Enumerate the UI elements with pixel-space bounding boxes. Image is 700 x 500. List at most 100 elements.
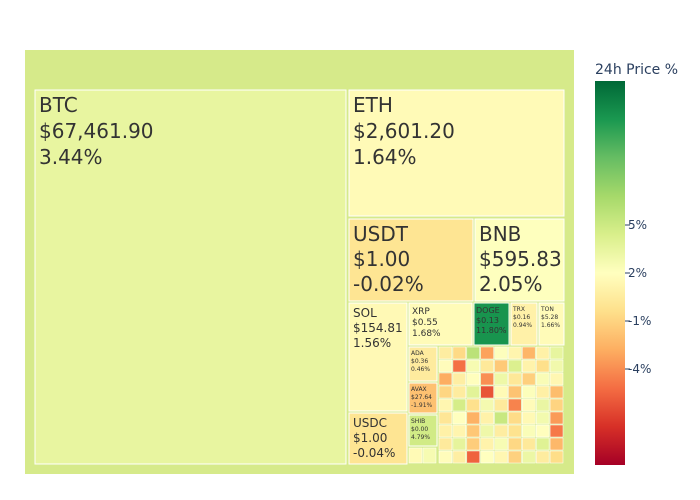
small-tile[interactable] <box>438 372 453 386</box>
small-tile[interactable] <box>535 398 550 412</box>
small-tile[interactable] <box>522 450 536 464</box>
small-tile[interactable] <box>438 398 453 412</box>
small-tile[interactable] <box>452 385 467 399</box>
small-tile[interactable] <box>508 398 522 412</box>
small-tile[interactable] <box>508 359 522 373</box>
small-tile[interactable] <box>480 411 494 425</box>
small-tile[interactable] <box>466 437 480 451</box>
small-tile[interactable] <box>480 359 494 373</box>
small-tile[interactable] <box>494 437 508 451</box>
small-tile[interactable] <box>452 359 467 373</box>
small-tile[interactable] <box>480 437 494 451</box>
small-tile[interactable] <box>549 359 564 373</box>
small-tile[interactable] <box>438 346 453 360</box>
small-tile[interactable] <box>522 346 536 360</box>
small-tile[interactable] <box>508 450 522 464</box>
tile-sol[interactable] <box>348 302 408 412</box>
small-tile[interactable] <box>452 372 467 386</box>
small-tile[interactable] <box>549 372 564 386</box>
small-tile[interactable] <box>494 424 508 438</box>
tile-shib[interactable] <box>408 414 438 447</box>
small-tile[interactable] <box>494 372 508 386</box>
tile-avax[interactable] <box>408 382 438 414</box>
small-tile[interactable] <box>466 346 480 360</box>
small-tile[interactable] <box>549 411 564 425</box>
tile-xrp[interactable] <box>408 302 473 346</box>
small-tile[interactable] <box>452 437 467 451</box>
small-tile[interactable] <box>535 372 550 386</box>
small-tile[interactable] <box>494 411 508 425</box>
tile-eth[interactable] <box>348 89 565 217</box>
small-tile[interactable] <box>508 346 522 360</box>
small-tile[interactable] <box>438 385 453 399</box>
small-tile[interactable] <box>480 450 494 464</box>
small-tile[interactable] <box>549 346 564 360</box>
small-tile[interactable] <box>535 346 550 360</box>
small-tile[interactable] <box>452 424 467 438</box>
small-tile[interactable] <box>549 398 564 412</box>
small-tile[interactable] <box>466 398 480 412</box>
small-tile[interactable] <box>494 385 508 399</box>
tile-usdc[interactable] <box>348 412 408 465</box>
small-tile[interactable] <box>480 372 494 386</box>
small-tile[interactable] <box>452 411 467 425</box>
small-tile[interactable] <box>466 411 480 425</box>
small-tile[interactable] <box>452 398 467 412</box>
small-tile[interactable] <box>535 411 550 425</box>
small-tile[interactable] <box>494 450 508 464</box>
small-tile[interactable] <box>549 450 564 464</box>
small-tile[interactable] <box>522 424 536 438</box>
small-tile[interactable] <box>438 411 453 425</box>
small-tile[interactable] <box>494 359 508 373</box>
small-tile[interactable] <box>466 372 480 386</box>
small-tile[interactable] <box>522 359 536 373</box>
small-tile[interactable] <box>480 385 494 399</box>
small-tile[interactable] <box>466 424 480 438</box>
small-tile[interactable] <box>480 398 494 412</box>
small-tile[interactable] <box>494 398 508 412</box>
small-tile[interactable] <box>535 424 550 438</box>
colorbar-gradient <box>595 81 625 465</box>
small-tile[interactable] <box>522 398 536 412</box>
small-tile[interactable] <box>522 437 536 451</box>
small-tile[interactable] <box>549 424 564 438</box>
small-tile[interactable] <box>535 359 550 373</box>
tile-ton[interactable] <box>538 302 565 346</box>
small-tile[interactable] <box>438 359 453 373</box>
tile-bnb[interactable] <box>474 218 565 302</box>
tile-usdc-symbol: USDC <box>353 416 387 430</box>
small-tile[interactable] <box>508 385 522 399</box>
small-tile[interactable] <box>480 424 494 438</box>
tile-doge[interactable] <box>473 302 510 346</box>
small-tile[interactable] <box>466 359 480 373</box>
small-tile[interactable] <box>480 346 494 360</box>
small-tile[interactable] <box>438 424 453 438</box>
small-tile[interactable] <box>508 437 522 451</box>
small-tile[interactable] <box>508 411 522 425</box>
small-tile[interactable] <box>452 450 467 464</box>
small-tile[interactable] <box>438 437 453 451</box>
tile-trx[interactable] <box>510 302 538 346</box>
small-tile[interactable] <box>466 385 480 399</box>
small-tile[interactable] <box>494 346 508 360</box>
small-tile[interactable] <box>466 450 480 464</box>
small-tile[interactable] <box>508 424 522 438</box>
small-tile[interactable] <box>535 450 550 464</box>
small-tile[interactable] <box>408 447 423 464</box>
colorbar-tick-label: -4% <box>628 362 651 376</box>
small-tile[interactable] <box>452 346 467 360</box>
small-tile[interactable] <box>508 372 522 386</box>
tile-usdt[interactable] <box>348 218 474 302</box>
small-tile[interactable] <box>438 450 453 464</box>
small-tile[interactable] <box>549 437 564 451</box>
small-tile[interactable] <box>549 385 564 399</box>
small-tile[interactable] <box>535 385 550 399</box>
small-tile[interactable] <box>522 385 536 399</box>
tile-ada[interactable] <box>408 346 438 382</box>
small-tile[interactable] <box>522 372 536 386</box>
small-tile[interactable] <box>422 447 437 464</box>
small-tile[interactable] <box>522 411 536 425</box>
tile-btc[interactable] <box>34 89 347 465</box>
small-tile[interactable] <box>535 437 550 451</box>
